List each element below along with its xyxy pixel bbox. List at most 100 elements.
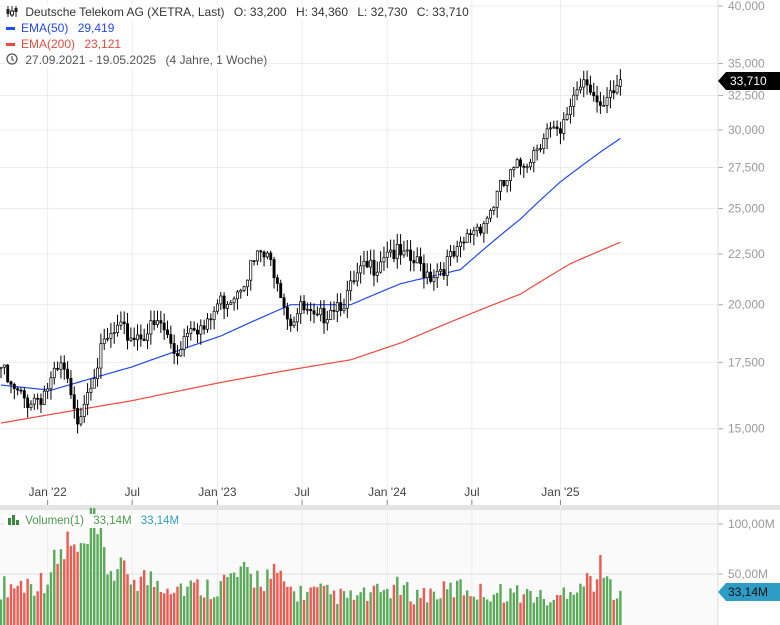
volume-bar: [549, 602, 552, 625]
ema50-label: EMA(50): [21, 21, 69, 35]
candle-body: [279, 283, 283, 299]
candle-body: [12, 383, 16, 389]
volume-bar: [545, 605, 549, 625]
candle-body: [495, 190, 499, 208]
panel-separator: [0, 505, 780, 510]
candle-body: [352, 280, 356, 283]
volume-bar: [419, 597, 422, 625]
volume-bar: [222, 574, 226, 625]
volume-bar: [49, 572, 53, 625]
candle-body: [285, 306, 289, 320]
candle-body: [222, 295, 226, 309]
candle-body: [515, 159, 519, 168]
volume-bar: [359, 592, 362, 625]
volume-bar: [612, 599, 615, 625]
candle-body: [469, 233, 472, 235]
candle-body: [412, 260, 416, 264]
candle-body: [106, 337, 110, 340]
volume-bar: [459, 579, 462, 625]
candle-body: [319, 307, 323, 316]
price-tick-label: 40,000: [728, 0, 765, 13]
candle-body: [49, 377, 53, 390]
volume-bar: [29, 584, 33, 625]
time-tick-label: Jul: [464, 485, 479, 499]
volume-bar: [469, 596, 472, 625]
candle-body: [159, 320, 163, 324]
volume-bar: [309, 587, 312, 625]
candle-body: [479, 226, 482, 234]
volume-bar: [312, 586, 316, 625]
volume-bar: [592, 591, 595, 625]
candle-body: [592, 91, 596, 97]
volume-bar: [16, 585, 19, 625]
volume-bar: [342, 591, 346, 625]
candlestick-icon[interactable]: [6, 5, 25, 19]
volume-bar: [346, 597, 349, 625]
candle-body: [322, 307, 326, 324]
volume-bar: [39, 573, 43, 625]
candle-body: [22, 390, 26, 399]
candle-body: [555, 126, 559, 130]
volume-bar: [0, 599, 3, 625]
volume-bar: [575, 592, 579, 625]
chart-legend-title: Deutsche Telekom AG (XETRA, Last) O: 33,…: [6, 4, 469, 20]
candle-body: [462, 241, 466, 244]
candle-body: [99, 343, 103, 369]
volume-bar: [519, 602, 522, 625]
candle-body: [309, 308, 313, 312]
candle-body: [36, 397, 40, 400]
low-value: L: 32,730: [357, 5, 408, 19]
candle-body: [425, 271, 429, 278]
volume-bar: [485, 599, 489, 625]
ema50-legend[interactable]: EMA(50) 29,419: [6, 20, 115, 36]
candle-body: [239, 290, 243, 293]
volume-bar: [306, 591, 309, 625]
candle-body: [402, 250, 406, 256]
candle-body: [335, 302, 339, 312]
volume-bar: [426, 602, 429, 625]
candle-body: [86, 392, 90, 405]
candle-body: [139, 334, 143, 340]
candle-body: [122, 321, 126, 325]
volume-bar: [176, 586, 179, 625]
ema200-legend[interactable]: EMA(200) 23,121: [6, 36, 122, 52]
candle-body: [216, 303, 219, 312]
volume-bar: [186, 586, 189, 625]
candles: [0, 69, 622, 434]
volume-bar: [162, 593, 166, 625]
candle-body: [435, 270, 439, 278]
candle-body: [455, 246, 459, 257]
candle-body: [9, 381, 13, 385]
candle-body: [62, 362, 66, 370]
volume-bar: [89, 507, 93, 625]
ema50-line: [0, 137, 621, 391]
candle-body: [332, 309, 336, 312]
candle-body: [372, 259, 376, 276]
candle-body: [232, 298, 236, 304]
volume-bar: [179, 583, 183, 625]
volume-bar: [123, 560, 126, 625]
candle-body: [245, 279, 249, 288]
candle-body: [602, 104, 606, 107]
candle-body: [6, 364, 10, 383]
volume-bar: [76, 551, 79, 625]
volume-bar: [495, 592, 499, 625]
volume-bar: [505, 601, 509, 625]
volume-bar: [259, 586, 262, 625]
candle-body: [132, 337, 136, 341]
volume-bar: [139, 576, 143, 625]
candle-body: [362, 260, 366, 267]
candle-body: [299, 301, 303, 315]
current-price-tag: 33,710: [718, 72, 780, 90]
volume-legend[interactable]: Volumen(1) 33,14M 33,14M: [5, 514, 183, 528]
candle-body: [485, 217, 489, 224]
candle-body: [399, 243, 403, 256]
volume-bar: [595, 579, 599, 625]
date-range-legend[interactable]: 27.09.2021 - 19.05.2025 (4 Jahre, 1 Woch…: [6, 52, 268, 68]
candle-body: [292, 321, 296, 326]
open-value: O: 33,200: [233, 5, 287, 19]
candle-body: [615, 84, 619, 94]
volume-bar: [36, 591, 39, 625]
volume-bar: [379, 592, 382, 625]
